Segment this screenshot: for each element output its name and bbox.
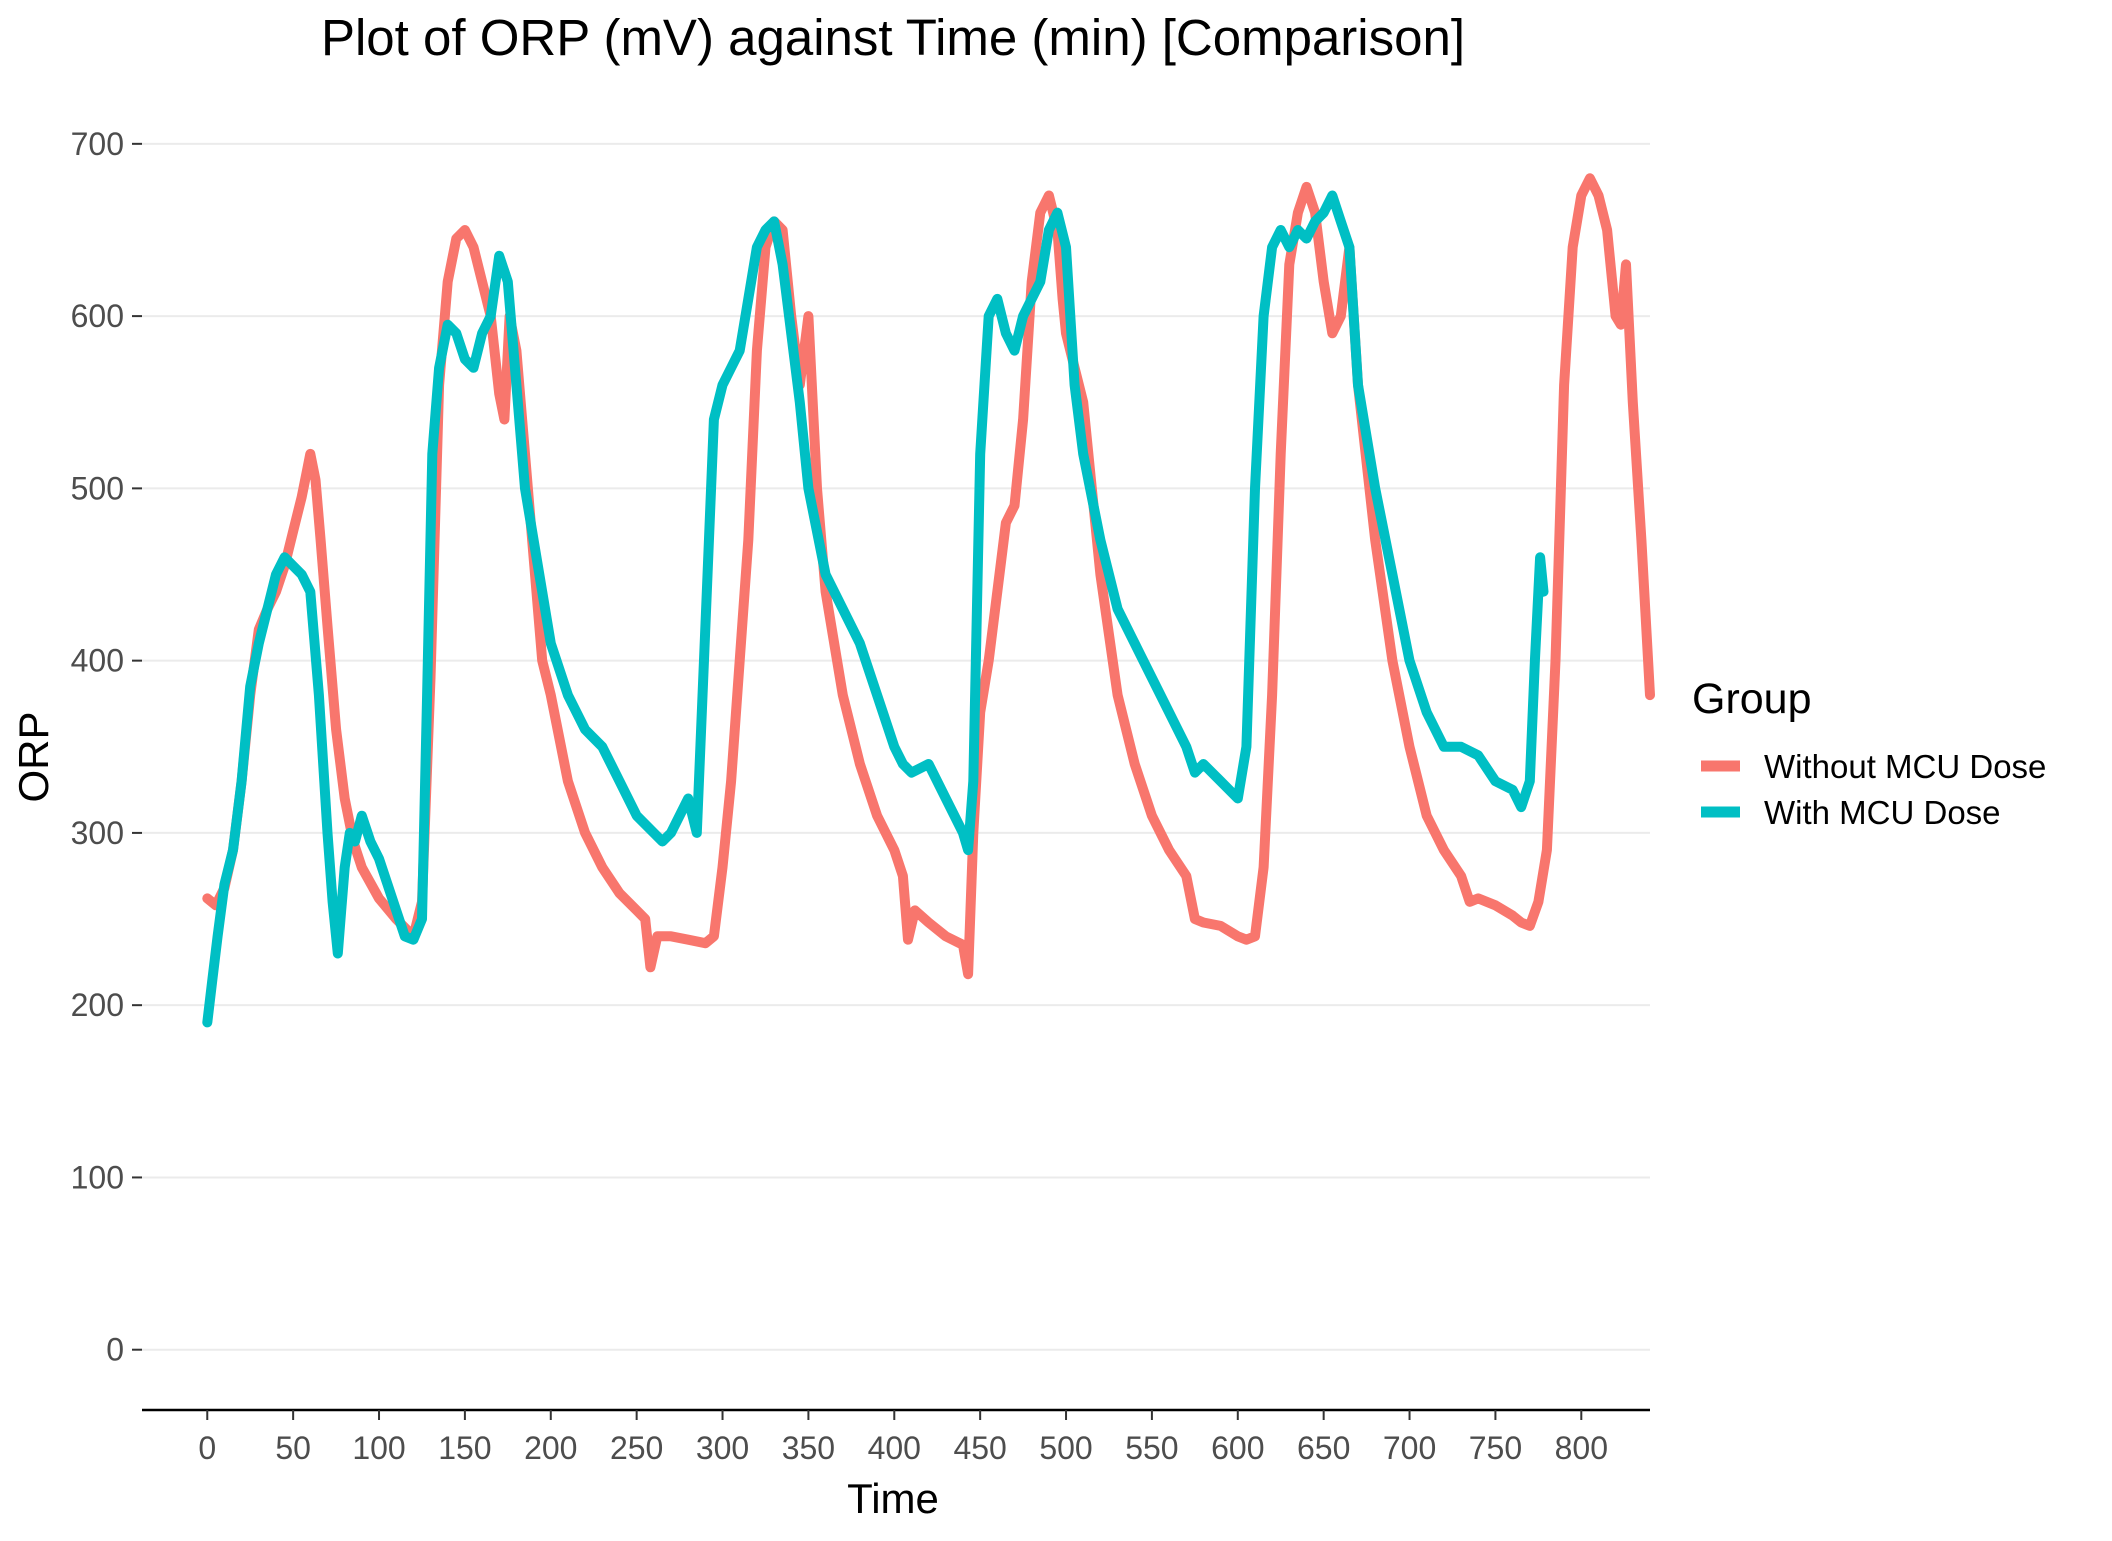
y-tick-label-500: 500 <box>71 470 124 506</box>
y-tick-label-0: 0 <box>106 1332 124 1368</box>
x-tick-label-450: 450 <box>953 1430 1006 1466</box>
x-axis-title: Time <box>847 1475 939 1522</box>
x-tick-label-300: 300 <box>696 1430 749 1466</box>
x-tick-label-400: 400 <box>868 1430 921 1466</box>
series-line-with-mcu-dose <box>202 190 1549 1028</box>
y-tick-label-100: 100 <box>71 1159 124 1195</box>
x-tick-label-150: 150 <box>438 1430 491 1466</box>
legend-title: Group <box>1692 675 1812 723</box>
y-tick-label-700: 700 <box>71 126 124 162</box>
legend-items: Without MCU Dose With MCU Dose <box>1701 748 2046 831</box>
x-axis-ticks: 0 50 100 150 200 250 300 350 400 450 500 550 600 650 7… <box>198 1410 1608 1466</box>
x-tick-label-800: 800 <box>1555 1430 1608 1466</box>
y-tick-label-400: 400 <box>71 643 124 679</box>
x-tick-label-600: 600 <box>1211 1430 1264 1466</box>
chart-title: Plot of ORP (mV) against Time (min) [Com… <box>321 9 1465 66</box>
y-axis-title: ORP <box>10 711 57 802</box>
x-tick-label-650: 650 <box>1297 1430 1350 1466</box>
grid-lines <box>142 142 1650 1351</box>
x-tick-label-750: 750 <box>1469 1430 1522 1466</box>
x-tick-label-250: 250 <box>610 1430 663 1466</box>
y-tick-label-300: 300 <box>71 815 124 851</box>
y-tick-label-600: 600 <box>71 298 124 334</box>
legend: Group Without MCU Dose With MCU Dose <box>1692 675 2046 831</box>
x-tick-label-100: 100 <box>352 1430 405 1466</box>
legend-label-with-mcu-dose: With MCU Dose <box>1764 794 2001 831</box>
x-tick-label-700: 700 <box>1383 1430 1436 1466</box>
x-tick-label-550: 550 <box>1125 1430 1178 1466</box>
x-tick-label-350: 350 <box>782 1430 835 1466</box>
y-tick-label-200: 200 <box>71 987 124 1023</box>
series-lines <box>202 173 1655 1028</box>
x-tick-label-200: 200 <box>524 1430 577 1466</box>
y-axis-ticks: 0 100 200 300 400 500 600 700 <box>71 126 142 1368</box>
x-tick-label-0: 0 <box>198 1430 216 1466</box>
x-tick-label-50: 50 <box>275 1430 311 1466</box>
x-tick-label-500: 500 <box>1039 1430 1092 1466</box>
legend-label-without-mcu-dose: Without MCU Dose <box>1764 748 2046 785</box>
